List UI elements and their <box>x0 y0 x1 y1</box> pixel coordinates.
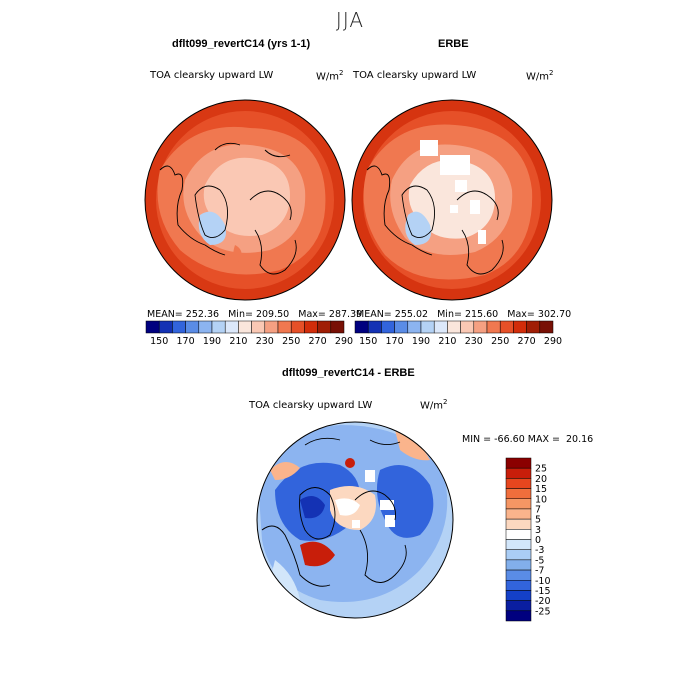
colorbar-tick-label: 150 <box>359 336 377 347</box>
colorbar-swatch <box>505 569 532 581</box>
colorbar-swatch <box>539 320 554 334</box>
colorbar-swatch <box>505 580 532 591</box>
colorbar-swatch <box>317 320 332 334</box>
colorbar-erbe: 150 170 190 210 230 250 270 290 <box>354 320 562 347</box>
colorbar-tick-label: -5 <box>535 555 544 566</box>
panel1-variable: TOA clearsky upward LW <box>150 70 274 81</box>
colorbar-swatch <box>264 320 279 334</box>
colorbar-tick-label: 0 <box>535 535 541 546</box>
colorbar-swatch <box>185 320 200 334</box>
colorbar-tick-label: 3 <box>535 525 541 536</box>
panel2-stats: MEAN= 255.02 Min= 215.60 Max= 302.70 <box>356 309 572 320</box>
colorbar-swatch <box>172 320 186 334</box>
panel2-units: W/m2 <box>526 69 554 83</box>
panel2-variable: TOA clearsky upward LW <box>353 70 477 81</box>
colorbar-swatch <box>420 320 435 334</box>
colorbar-tick-label: 270 <box>518 336 536 347</box>
colorbar-swatch <box>211 320 226 334</box>
map-erbe <box>352 100 552 300</box>
colorbar-swatch <box>367 320 382 334</box>
colorbar-tick-label: 290 <box>544 336 562 347</box>
panel3-title: dflt099_revertC14 - ERBE <box>282 367 415 379</box>
colorbar-swatch <box>238 320 252 334</box>
colorbar-swatch <box>447 320 461 334</box>
panel1-units: W/m2 <box>316 69 344 83</box>
colorbar-tick-label: 250 <box>491 336 509 347</box>
colorbar-swatch <box>505 610 532 622</box>
colorbar-swatch <box>505 529 532 540</box>
colorbar-tick-label: 5 <box>535 515 541 526</box>
colorbar-swatch <box>505 559 532 571</box>
colorbar-tick-label: -25 <box>535 606 551 617</box>
colorbar-swatch <box>486 320 501 334</box>
colorbar-swatch <box>407 320 422 334</box>
panel2-title: ERBE <box>438 38 469 50</box>
colorbar-swatch <box>354 320 369 334</box>
colorbar-swatch <box>526 320 541 334</box>
colorbar-tick-label: -20 <box>535 596 551 607</box>
colorbar-swatch <box>513 320 527 334</box>
colorbar-tick-label: -3 <box>535 545 544 556</box>
colorbar-tick-label: 15 <box>535 484 547 495</box>
colorbar-swatch <box>505 508 532 520</box>
colorbar-tick-label: 230 <box>465 336 483 347</box>
colorbar-swatch <box>473 320 488 334</box>
map-difference <box>257 422 453 618</box>
colorbar-swatch <box>145 320 160 334</box>
panel3-units: W/m2 <box>420 398 448 412</box>
colorbar-tick-label: 170 <box>386 336 404 347</box>
colorbar-swatch <box>505 467 532 479</box>
colorbar-tick-label: 270 <box>309 336 327 347</box>
map-model <box>145 100 345 300</box>
panel3-stats: MIN = -66.60 MAX = 20.16 <box>462 434 594 445</box>
colorbar-tick-label: 190 <box>203 336 221 347</box>
colorbar-tick-label: 290 <box>335 336 353 347</box>
panel1-title: dflt099_revertC14 (yrs 1-1) <box>172 38 311 50</box>
colorbar-swatch <box>224 320 239 334</box>
colorbar-swatch <box>505 457 532 469</box>
colorbar-tick-label: -15 <box>535 586 551 597</box>
colorbar-tick-label: 250 <box>282 336 300 347</box>
panel1-stats: MEAN= 252.36 Min= 209.50 Max= 287.39 <box>147 309 363 320</box>
colorbar-tick-label: 230 <box>256 336 274 347</box>
colorbar-tick-label: 150 <box>150 336 168 347</box>
colorbar-swatch <box>381 320 395 334</box>
colorbar-tick-label: 210 <box>229 336 247 347</box>
colorbar-swatch <box>505 488 532 499</box>
panel3-variable: TOA clearsky upward LW <box>249 400 373 411</box>
colorbar-tick-label: -10 <box>535 576 551 587</box>
colorbar-tick-label: 10 <box>535 494 547 505</box>
page-title: JJA <box>335 8 365 32</box>
colorbar-tick-label: 20 <box>535 474 547 485</box>
colorbar-swatch <box>198 320 213 334</box>
colorbar-swatch <box>505 539 532 550</box>
colorbar-swatch <box>158 320 173 334</box>
colorbar-tick-label: 25 <box>535 464 547 475</box>
colorbar-swatch <box>505 518 532 530</box>
colorbar-swatch <box>460 320 475 334</box>
colorbar-swatch <box>290 320 305 334</box>
colorbar-swatch <box>505 590 532 601</box>
colorbar-swatch <box>277 320 292 334</box>
colorbar-tick-label: -7 <box>535 566 544 577</box>
colorbar-swatch <box>505 600 532 612</box>
colorbar-tick-label: 210 <box>438 336 456 347</box>
colorbar-swatch <box>505 478 532 489</box>
colorbar-swatch <box>330 320 345 334</box>
colorbar-tick-label: 7 <box>535 504 541 515</box>
colorbar-swatch <box>505 498 532 510</box>
colorbar-swatch <box>505 549 532 561</box>
colorbar-swatch <box>251 320 266 334</box>
colorbar-model: 150 170 190 210 230 250 270 290 <box>145 320 353 347</box>
colorbar-swatch <box>394 320 409 334</box>
colorbar-tick-label: 170 <box>177 336 195 347</box>
colorbar-swatch <box>499 320 514 334</box>
colorbar-swatch <box>304 320 318 334</box>
colorbar-swatch <box>433 320 448 334</box>
colorbar-tick-label: 190 <box>412 336 430 347</box>
